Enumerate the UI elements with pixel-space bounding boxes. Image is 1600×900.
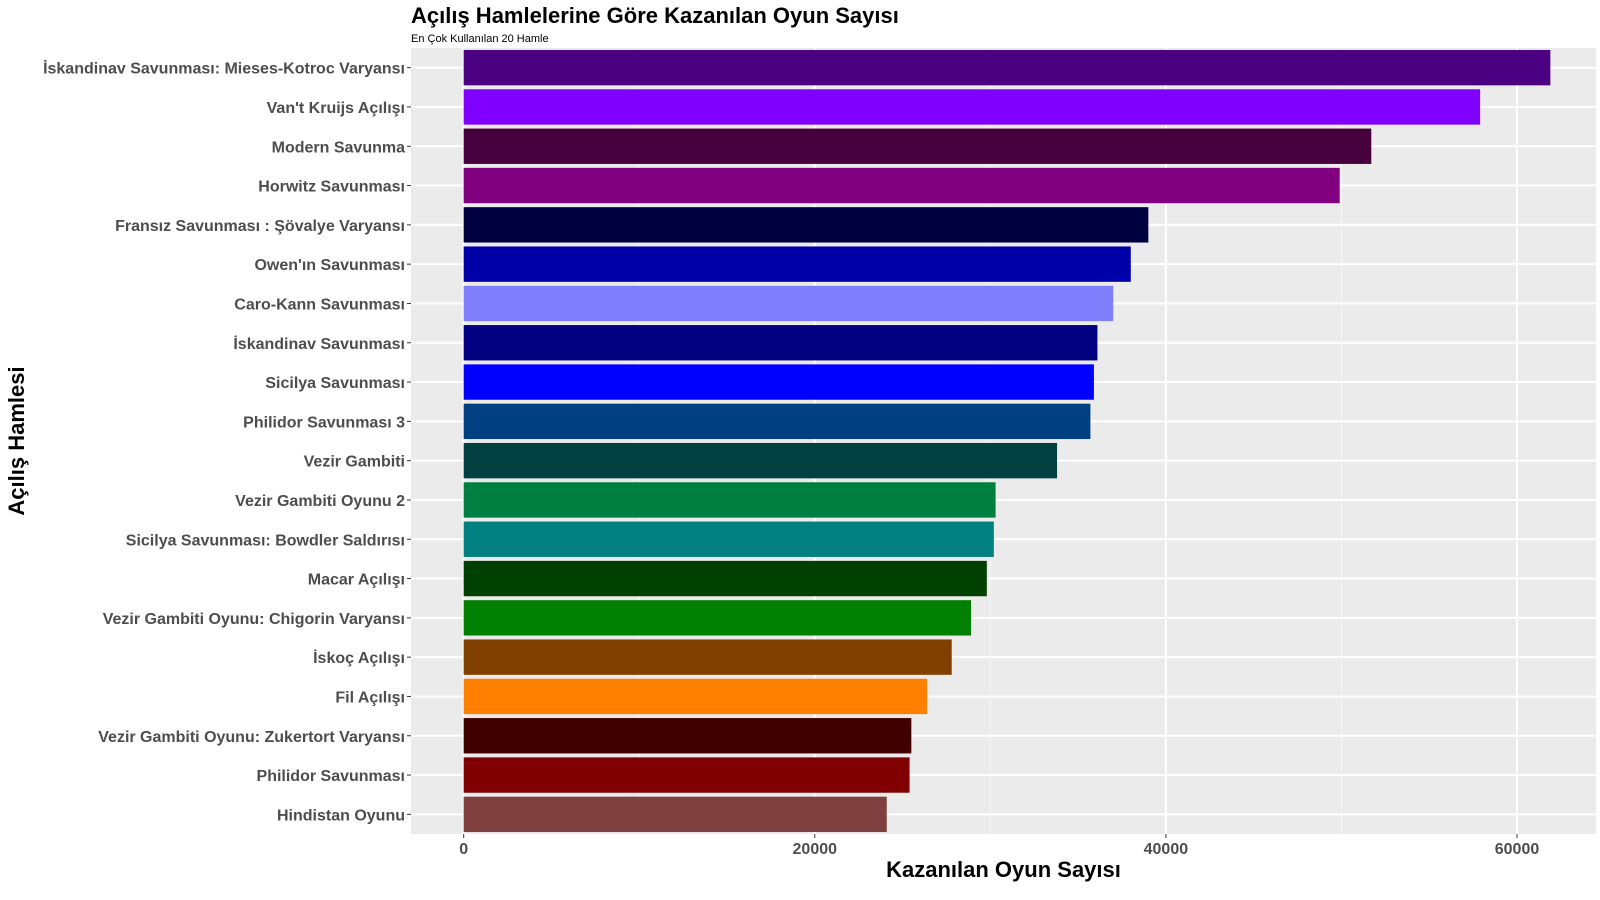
bar: [463, 49, 1551, 86]
y-tick-label: İskoç Açılışı: [313, 649, 405, 667]
bar: [463, 207, 1149, 243]
y-tick-label: Fil Açılışı: [335, 689, 405, 706]
y-tick-label: İskandinav Savunması: [233, 335, 405, 353]
bar: [463, 442, 1058, 479]
bar: [463, 639, 952, 675]
bar: [463, 89, 1481, 125]
y-tick-label: Owen'ın Savunması: [254, 257, 405, 274]
x-tick-label: 0: [459, 841, 468, 858]
y-tick-label: Modern Savunma: [272, 139, 405, 156]
bar: [463, 325, 1098, 361]
y-tick-label: Philidor Savunması: [257, 768, 405, 785]
x-tick-label: 20000: [793, 841, 838, 858]
x-tick-label: 60000: [1495, 841, 1540, 858]
bar: [463, 285, 1114, 322]
x-axis-title: Kazanılan Oyun Sayısı: [886, 857, 1121, 882]
y-tick-label: Fransız Savunması : Şövalye Varyansı: [115, 218, 405, 235]
y-tick-label: Horwitz Savunması: [258, 179, 405, 196]
y-tick-label: Sicilya Savunması: [265, 375, 405, 392]
plot-panel: [411, 48, 1596, 834]
bar: [463, 600, 972, 636]
bar: [463, 796, 887, 833]
bar: [463, 678, 928, 715]
y-tick-label: Vezir Gambiti: [304, 454, 405, 471]
bar: [463, 403, 1091, 440]
y-tick-label: Philidor Savunması 3: [243, 414, 405, 431]
bar: [463, 521, 994, 557]
y-tick-label: Sicilya Savunması: Bowdler Saldırısı: [126, 532, 405, 549]
bar: [463, 167, 1340, 204]
bar: [463, 482, 996, 518]
bar: [463, 246, 1131, 282]
y-axis-title: Açılış Hamlesi: [4, 366, 29, 515]
y-tick-label: Vezir Gambiti Oyunu: Zukertort Varyansı: [98, 729, 405, 746]
y-tick-label: İskandinav Savunması: Mieses-Kotroc Vary…: [43, 60, 405, 78]
y-tick-label: Macar Açılışı: [308, 572, 405, 589]
chart-subtitle: En Çok Kullanılan 20 Hamle: [411, 33, 549, 45]
y-tick-label: Van't Kruijs Açılışı: [267, 100, 405, 117]
bar: [463, 560, 987, 597]
y-tick-label: Hindistan Oyunu: [277, 807, 405, 824]
x-tick-label: 40000: [1144, 841, 1189, 858]
y-tick-label: Vezir Gambiti Oyunu 2: [235, 493, 405, 510]
y-tick-label: Caro-Kann Savunması: [234, 296, 405, 313]
y-tick-label: Vezir Gambiti Oyunu: Chigorin Varyansı: [103, 611, 405, 628]
bar: [463, 757, 910, 793]
bar: [463, 718, 912, 754]
bar: [463, 128, 1372, 164]
bar: [463, 364, 1094, 400]
chart-title: Açılış Hamlelerine Göre Kazanılan Oyun S…: [411, 3, 899, 28]
